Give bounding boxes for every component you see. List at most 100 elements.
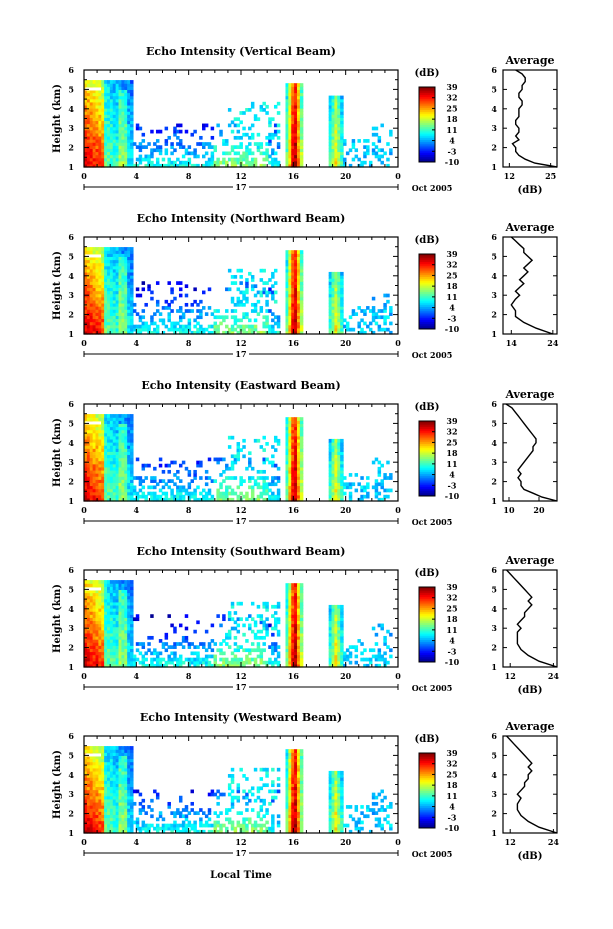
heatmap-cell [115, 154, 120, 159]
heatmap-cell [225, 660, 229, 665]
heatmap-cell [259, 491, 264, 496]
heatmap-cell [181, 635, 186, 640]
heatmap-cell [331, 117, 336, 122]
heatmap-cell [331, 148, 336, 153]
heatmap-cell [86, 429, 91, 434]
heatmap-cell [84, 296, 88, 301]
heatmap-cell [147, 327, 151, 332]
heatmap-cell [101, 429, 105, 434]
heatmap-cell [104, 473, 108, 477]
heatmap-cell [118, 642, 123, 646]
heatmap-cell [239, 601, 243, 606]
day-label: 17 [235, 349, 246, 359]
heatmap-cell [299, 327, 304, 332]
colorbar-segment [419, 441, 435, 444]
heatmap-cell [89, 281, 94, 285]
heatmap-cell [253, 163, 258, 168]
heatmap-cell [101, 660, 105, 665]
heatmap-cell [144, 163, 148, 168]
heatmap-cell [158, 148, 163, 153]
heatmap-cell [337, 623, 341, 628]
average-title: Average [504, 54, 554, 67]
heatmap-cell [118, 312, 123, 316]
heatmap-cell [95, 142, 99, 146]
colorbar-segment [419, 280, 435, 283]
heatmap-cell [112, 271, 117, 276]
heatmap-cell [112, 309, 117, 313]
heatmap-cell [288, 482, 292, 487]
heatmap-cell [89, 448, 94, 452]
heatmap-cell [121, 129, 125, 134]
heatmap-cell [84, 463, 88, 468]
heatmap-cell [86, 80, 91, 84]
heatmap-cell [124, 488, 128, 493]
heatmap-cell [273, 642, 278, 646]
heatmap-cell [196, 302, 200, 307]
heatmap-cell [98, 476, 102, 480]
heatmap-cell [377, 324, 382, 329]
heatmap-cell [253, 623, 258, 628]
heatmap-cell [294, 321, 298, 326]
heatmap-cell [104, 645, 108, 649]
heatmap-cell [242, 296, 246, 301]
heatmap-cell [187, 663, 192, 668]
heatmap-cell [227, 663, 232, 668]
heatmap-cell [101, 639, 105, 643]
heatmap-cell [84, 139, 88, 143]
heatmap-cell [92, 485, 97, 490]
heatmap-cell [98, 321, 102, 326]
y-tick-label: 1 [68, 662, 74, 672]
heatmap-cell [256, 604, 261, 609]
heatmap-cell [98, 660, 102, 665]
heatmap-cell [262, 287, 266, 292]
heatmap-cell [245, 290, 249, 295]
heatmap-cell [285, 626, 289, 631]
heatmap-cell [285, 589, 289, 594]
heatmap-cell [115, 145, 120, 149]
heatmap-cell [124, 589, 128, 594]
heatmap-cell [109, 454, 114, 459]
heatmap-cell [135, 327, 140, 332]
heatmap-cell [233, 657, 238, 662]
average-title: Average [504, 388, 554, 401]
heatmap-cell [202, 163, 206, 168]
heatmap-cell [158, 163, 163, 168]
heatmap-cell [135, 145, 140, 149]
heatmap-cell [109, 604, 114, 609]
heatmap-cell [331, 445, 336, 449]
heatmap-cell [112, 448, 117, 452]
heatmap-cell [173, 629, 177, 634]
panel-title: Echo Intensity (Vertical Beam) [146, 45, 336, 58]
heatmap-cell [296, 448, 301, 452]
heatmap-cell [130, 586, 134, 590]
heatmap-cell [109, 420, 114, 424]
heatmap-cell [98, 601, 102, 606]
heatmap-cell [380, 626, 384, 631]
heatmap-cell [328, 306, 333, 310]
heatmap-cell [150, 660, 154, 665]
heatmap-cell [288, 104, 292, 109]
heatmap-cell [164, 642, 169, 646]
heatmap-cell [107, 132, 111, 137]
heatmap-cell [204, 657, 209, 662]
heatmap-cell [294, 157, 298, 162]
heatmap-cell [127, 451, 131, 456]
heatmap-cell [294, 423, 298, 428]
heatmap-cell [170, 142, 174, 146]
heatmap-cell [98, 315, 102, 320]
heatmap-cell [118, 604, 123, 609]
heatmap-cell [86, 309, 91, 313]
heatmap-cell [368, 657, 373, 662]
heatmap-cell [296, 98, 301, 103]
heatmap-cell [124, 623, 128, 628]
heatmap-cell [230, 657, 235, 662]
heatmap-cell [127, 262, 131, 267]
heatmap-cell [334, 639, 338, 643]
heatmap-cell [109, 302, 114, 307]
heatmap-cell [101, 108, 105, 112]
heatmap-cell [98, 448, 102, 452]
heatmap-cell [92, 642, 97, 646]
heatmap-cell [184, 635, 189, 640]
heatmap-cell [92, 473, 97, 477]
heatmap-cell [285, 614, 289, 618]
